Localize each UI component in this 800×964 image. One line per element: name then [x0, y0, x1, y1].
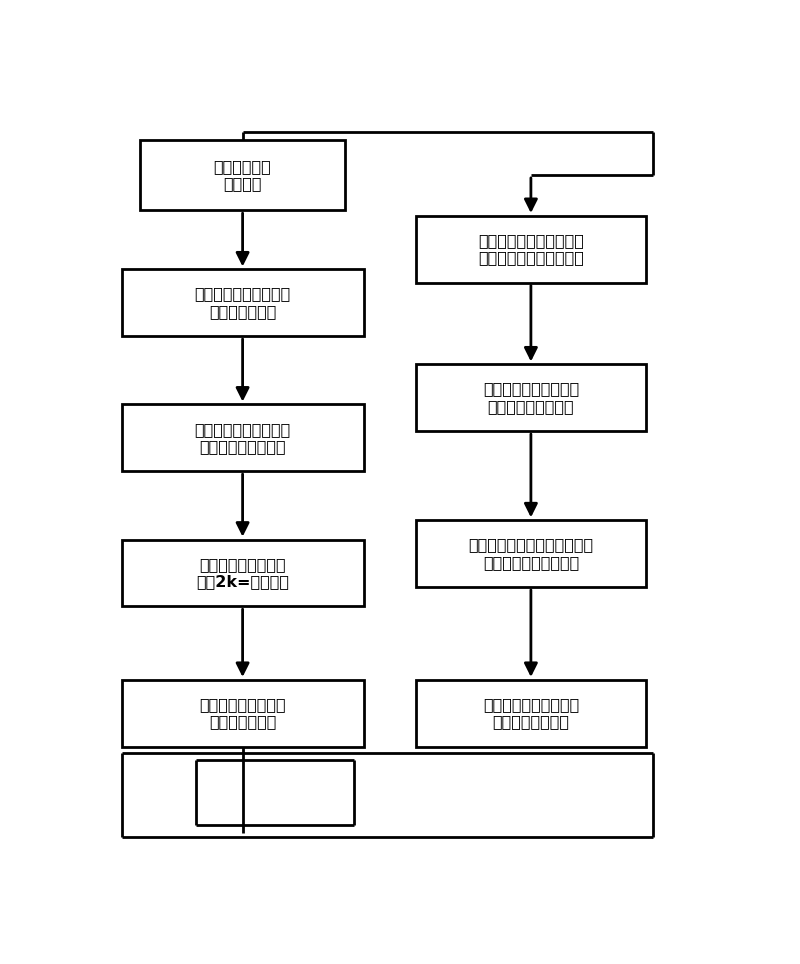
FancyBboxPatch shape — [140, 140, 345, 210]
Text: 插上接插件，确定检测
回路能够正常工作: 插上接插件，确定检测 回路能够正常工作 — [482, 697, 579, 730]
Text: 将接插件上选择的空点连
接起来，形成一个二端口: 将接插件上选择的空点连 接起来，形成一个二端口 — [478, 233, 584, 265]
Text: 将二端口和电源、指示灯、限
流电阻、开关连接起来: 将二端口和电源、指示灯、限 流电阻、开关连接起来 — [468, 537, 594, 570]
FancyBboxPatch shape — [122, 269, 363, 336]
FancyBboxPatch shape — [416, 680, 646, 746]
FancyBboxPatch shape — [122, 540, 363, 606]
Text: 确定每个接插件具体
选择的空点点号: 确定每个接插件具体 选择的空点点号 — [199, 697, 286, 730]
Text: 选择合适的电源、指示
灯、限流电阻和开关: 选择合适的电源、指示 灯、限流电阻和开关 — [482, 382, 579, 414]
Text: 确定相同接插
件的数量: 确定相同接插 件的数量 — [214, 159, 271, 191]
FancyBboxPatch shape — [416, 216, 646, 282]
FancyBboxPatch shape — [122, 680, 363, 746]
FancyBboxPatch shape — [416, 364, 646, 431]
Text: 确定能够区分这些接插
件所需要的空点数量: 确定能够区分这些接插 件所需要的空点数量 — [194, 421, 290, 454]
FancyBboxPatch shape — [416, 521, 646, 587]
Text: 确定各个接插件的空点
数量及空点点号: 确定各个接插件的空点 数量及空点点号 — [194, 286, 290, 319]
FancyBboxPatch shape — [122, 405, 363, 471]
Text: 确定每个接插件需用
选择2k=？个空点: 确定每个接插件需用 选择2k=？个空点 — [196, 557, 289, 589]
